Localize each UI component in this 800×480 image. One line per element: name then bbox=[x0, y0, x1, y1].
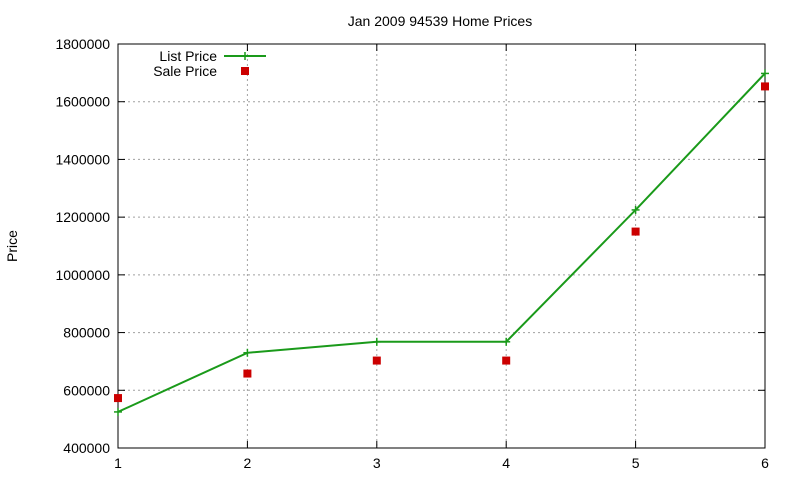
x-tick-label: 1 bbox=[114, 455, 122, 471]
sale-price-point bbox=[631, 227, 640, 236]
y-tick-label: 600000 bbox=[63, 382, 110, 398]
legend-sample-sale-price bbox=[241, 67, 249, 75]
y-tick-label: 800000 bbox=[63, 325, 110, 341]
list-price-point bbox=[372, 337, 381, 346]
sale-price-point bbox=[502, 356, 511, 365]
list-price-point bbox=[631, 205, 640, 214]
list-price-point bbox=[761, 69, 769, 78]
y-tick-label: 1200000 bbox=[55, 209, 110, 225]
legend: List Price Sale Price bbox=[153, 48, 266, 79]
y-tick-label: 1000000 bbox=[55, 267, 110, 283]
legend-label-list-price: List Price bbox=[159, 48, 217, 64]
axis-ticks: 400000 600000 800000 1000000 1200000 1400000 1… bbox=[55, 36, 769, 471]
legend-marker-sale-price bbox=[241, 67, 249, 75]
x-tick-label: 4 bbox=[502, 455, 510, 471]
legend-label-sale-price: Sale Price bbox=[153, 63, 217, 79]
y-tick-label: 1800000 bbox=[55, 36, 110, 52]
legend-sample-list-price bbox=[224, 52, 266, 60]
x-tick-label: 2 bbox=[244, 455, 252, 471]
sale-price-point bbox=[243, 369, 252, 378]
sale-price-point bbox=[372, 356, 381, 365]
grid-lines bbox=[118, 44, 765, 448]
list-price-point bbox=[243, 348, 252, 357]
sale-price-point bbox=[761, 82, 769, 91]
sale-price-point bbox=[114, 394, 122, 403]
x-tick-label: 5 bbox=[632, 455, 640, 471]
series-layer bbox=[114, 69, 769, 416]
y-axis-label: Price bbox=[4, 230, 20, 262]
list-price-point bbox=[502, 337, 511, 346]
y-tick-label: 1600000 bbox=[55, 94, 110, 110]
x-tick-label: 3 bbox=[373, 455, 381, 471]
chart-title: Jan 2009 94539 Home Prices bbox=[348, 13, 532, 29]
x-tick-label: 6 bbox=[761, 455, 769, 471]
list-price-line bbox=[117, 72, 766, 413]
y-tick-label: 400000 bbox=[63, 440, 110, 456]
plot-frame bbox=[117, 43, 766, 449]
legend-marker-list-price bbox=[241, 52, 249, 60]
y-tick-label: 1400000 bbox=[55, 151, 110, 167]
list-price-point bbox=[114, 407, 122, 416]
